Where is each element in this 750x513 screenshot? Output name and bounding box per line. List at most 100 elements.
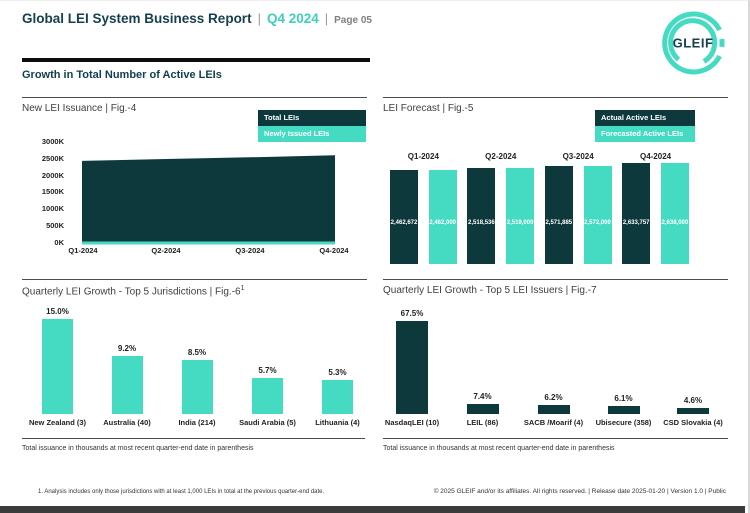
- bar-value-label: 2,572,000: [584, 219, 611, 226]
- logo-outer-ring: [662, 11, 722, 75]
- bar-value-label: 7.4%: [473, 391, 492, 401]
- analysis-footnote: 1. Analysis includes only those jurisdic…: [38, 489, 325, 495]
- copyright-line: © 2025 GLEIF and/or its affiliates. All …: [433, 488, 726, 495]
- category-label: NasdaqLEI (10): [384, 418, 440, 427]
- growth-bar-CSD Slovakia (4): [677, 407, 709, 414]
- growth-bar-Ubisecure (358): [607, 405, 640, 414]
- category-label: India (214): [178, 418, 216, 427]
- category-label: Australia (40): [103, 418, 151, 427]
- chart-panel-new-lei-issuance: New LEI Issuance | Fig.-4 Total LEIs Newl…: [22, 97, 367, 278]
- chart-title-fig6: Quarterly LEI Growth - Top 5 Jurisdictio…: [22, 285, 245, 297]
- chart-footnote-fig7: Total issuance in thousands at most rece…: [383, 445, 615, 452]
- report-quarter: Q4 2024: [266, 11, 319, 26]
- category-label: Ubisecure (358): [595, 418, 652, 427]
- growth-bar-Saudi Arabia (5): [252, 377, 283, 414]
- bar-value-label: 6.2%: [544, 393, 563, 403]
- chart-panel-lei-forecast: LEI Forecast | Fig.-5 Actual Active LEIs…: [383, 97, 728, 278]
- category-label: LEIL (86): [466, 418, 499, 427]
- growth-bar-India (214): [181, 360, 213, 414]
- quarter-label: Q1-2024: [407, 152, 439, 161]
- forecast-bar-Q1-2024: 2,462,000: [428, 170, 457, 264]
- category-label: CSD Slovakia (4): [663, 418, 723, 427]
- x-axis-tick: Q3-2024: [235, 246, 265, 255]
- footnote-rule-left: [22, 438, 365, 439]
- category-label: Saudi Arabia (5): [239, 418, 296, 427]
- legend-item-0: Total LEIs: [258, 110, 366, 126]
- header-rule: [22, 58, 370, 62]
- page-number: Page 05: [334, 15, 372, 26]
- logo-inner-ring: [668, 18, 718, 64]
- chart-panel-top5-issuers: Quarterly LEI Growth - Top 5 LEI Issuers…: [383, 279, 728, 438]
- quarter-label: Q2-2024: [485, 152, 517, 161]
- y-axis-tick: 2000K: [41, 170, 64, 180]
- gleif-logo: GLEIF: [662, 11, 725, 75]
- legend-fig4: Total LEIs Newly Issued LEIs: [258, 110, 366, 142]
- actual-bar-Q4-2024: 2,633,757: [622, 163, 651, 264]
- chart-title-fig4: New LEI Issuance | Fig.-4: [22, 103, 137, 114]
- y-axis-tick: 0K: [54, 237, 64, 247]
- bar-value-label: 2,518,536: [468, 219, 495, 226]
- chart-title-fig6-text: Quarterly LEI Growth - Top 5 Jurisdictio…: [22, 286, 241, 298]
- legend-item-0: Actual Active LEIs: [595, 110, 695, 126]
- x-axis-tick: Q4-2024: [319, 246, 349, 255]
- y-axis-tick: 2500K: [41, 153, 64, 163]
- bar-value-label: 2,519,000: [506, 219, 534, 226]
- newly-issued-leis-strip: [82, 241, 335, 245]
- chart-panel-top5-jurisdictions: Quarterly LEI Growth - Top 5 Jurisdictio…: [22, 279, 367, 438]
- quarter-label: Q4-2024: [639, 152, 672, 161]
- bar-value-label: 2,633,757: [622, 219, 650, 226]
- legend-fig5: Actual Active LEIs Forecasted Active LEIs: [595, 110, 695, 142]
- y-axis-tick: 1500K: [41, 187, 64, 197]
- forecast-bar-Q2-2024: 2,519,000: [506, 167, 535, 264]
- bar-value-label: 5.3%: [328, 368, 347, 378]
- actual-bar-Q3-2024: 2,571,885: [544, 165, 573, 264]
- report-header: Global LEI System Business Report | Q4 2…: [22, 11, 372, 26]
- category-label: SACB /Moarif (4): [523, 418, 584, 427]
- bar-value-label: 2,462,000: [429, 219, 457, 226]
- actual-bar-Q2-2024: 2,518,536: [467, 167, 496, 264]
- total-leis-area: [82, 155, 335, 243]
- legend-item-1: Newly Issued LEIs: [258, 126, 366, 142]
- header-separator: |: [257, 11, 261, 26]
- bar-value-label: 4.6%: [683, 395, 703, 405]
- area-series-svg: [82, 155, 335, 245]
- bar-value-label: 6.1%: [614, 393, 633, 403]
- growth-bar-LEIL (86): [466, 403, 499, 414]
- header-separator: |: [324, 11, 329, 26]
- forecast-bar-Q4-2024: 2,638,000: [660, 163, 689, 264]
- report-title: Global LEI System Business Report: [22, 11, 252, 26]
- bar-value-label: 2,571,885: [545, 219, 573, 226]
- bar-value-label: 9.2%: [117, 343, 137, 353]
- category-label: Lithuania (4): [315, 418, 360, 427]
- y-axis-tick: 1000K: [41, 204, 64, 214]
- category-label: New Zealand (3): [28, 418, 87, 427]
- x-axis-tick: Q1-2024: [68, 246, 98, 255]
- forecast-bar-Q3-2024: 2,572,000: [583, 165, 612, 264]
- x-axis-tick: Q2-2024: [151, 246, 181, 255]
- growth-bar-NasdaqLEI (10): [396, 321, 428, 414]
- chart-title-fig6-sup: 1: [240, 285, 245, 292]
- y-axis-tick: 500K: [46, 221, 64, 230]
- growth-bar-New Zealand (3): [42, 319, 73, 414]
- footer-bar: [0, 506, 745, 513]
- growth-bar-Lithuania (4): [322, 380, 353, 414]
- section-title: Growth in Total Number of Active LEIs: [22, 69, 222, 81]
- actual-bar-Q1-2024: 2,462,672: [390, 169, 418, 264]
- bar-value-label: 2,638,000: [661, 219, 689, 226]
- legend-item-1: Forecasted Active LEIs: [595, 126, 695, 142]
- chart-title-fig5: LEI Forecast | Fig.-5: [383, 103, 474, 114]
- bar-value-label: 15.0%: [46, 307, 69, 316]
- bar-value-label: 8.5%: [187, 348, 207, 358]
- quarter-label: Q3-2024: [562, 152, 594, 161]
- growth-bar-Australia (40): [111, 355, 143, 414]
- logo-text: GLEIF: [673, 36, 714, 51]
- chart-title-fig7: Quarterly LEI Growth - Top 5 LEI Issuers…: [383, 285, 597, 296]
- bar-value-label: 2,462,672: [390, 219, 418, 226]
- bar-value-label: 5.7%: [258, 365, 277, 375]
- bar-value-label: 67.5%: [400, 309, 424, 318]
- chart-footnote-fig6: Total issuance in thousands at most rece…: [22, 445, 254, 452]
- growth-bar-SACB /Moarif (4): [537, 405, 570, 414]
- footnote-rule-right: [383, 438, 728, 439]
- y-axis-tick: 3000K: [41, 137, 64, 146]
